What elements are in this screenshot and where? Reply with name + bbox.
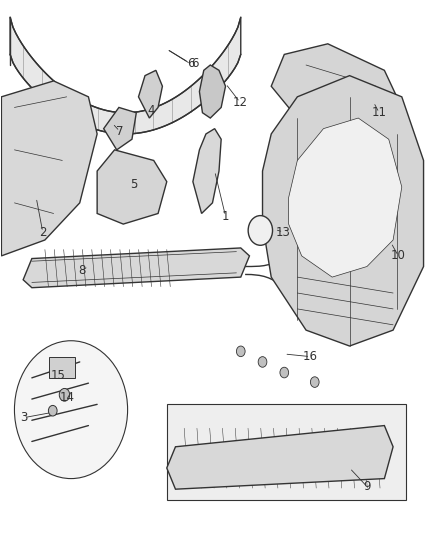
FancyBboxPatch shape [167,405,406,500]
Text: 3: 3 [20,411,28,424]
Polygon shape [10,17,241,134]
Text: 15: 15 [50,369,65,382]
FancyBboxPatch shape [49,357,75,378]
Polygon shape [97,150,167,224]
Text: 2: 2 [39,225,46,239]
Circle shape [311,377,319,387]
Polygon shape [1,81,97,256]
Circle shape [248,216,272,245]
Text: 1: 1 [222,209,229,223]
Polygon shape [104,108,136,150]
Text: 14: 14 [60,392,75,405]
Polygon shape [262,76,424,346]
Text: 9: 9 [363,480,371,493]
Polygon shape [199,65,226,118]
Circle shape [59,389,70,401]
Polygon shape [23,248,250,288]
Text: 6: 6 [187,58,194,70]
Text: 13: 13 [276,225,291,239]
Circle shape [258,357,267,367]
Polygon shape [193,128,221,214]
Polygon shape [138,70,162,118]
Text: 16: 16 [303,350,318,363]
Text: 5: 5 [131,178,138,191]
Text: 8: 8 [78,264,85,277]
Text: 11: 11 [372,106,387,119]
Polygon shape [289,118,402,277]
Circle shape [280,367,289,378]
Circle shape [48,406,57,416]
Polygon shape [167,425,393,489]
Polygon shape [271,44,402,139]
Circle shape [14,341,127,479]
Text: 10: 10 [391,249,406,262]
Text: 12: 12 [233,95,247,109]
Circle shape [237,346,245,357]
Text: 7: 7 [116,125,124,138]
Text: 4: 4 [148,103,155,117]
Text: 6: 6 [191,58,198,70]
